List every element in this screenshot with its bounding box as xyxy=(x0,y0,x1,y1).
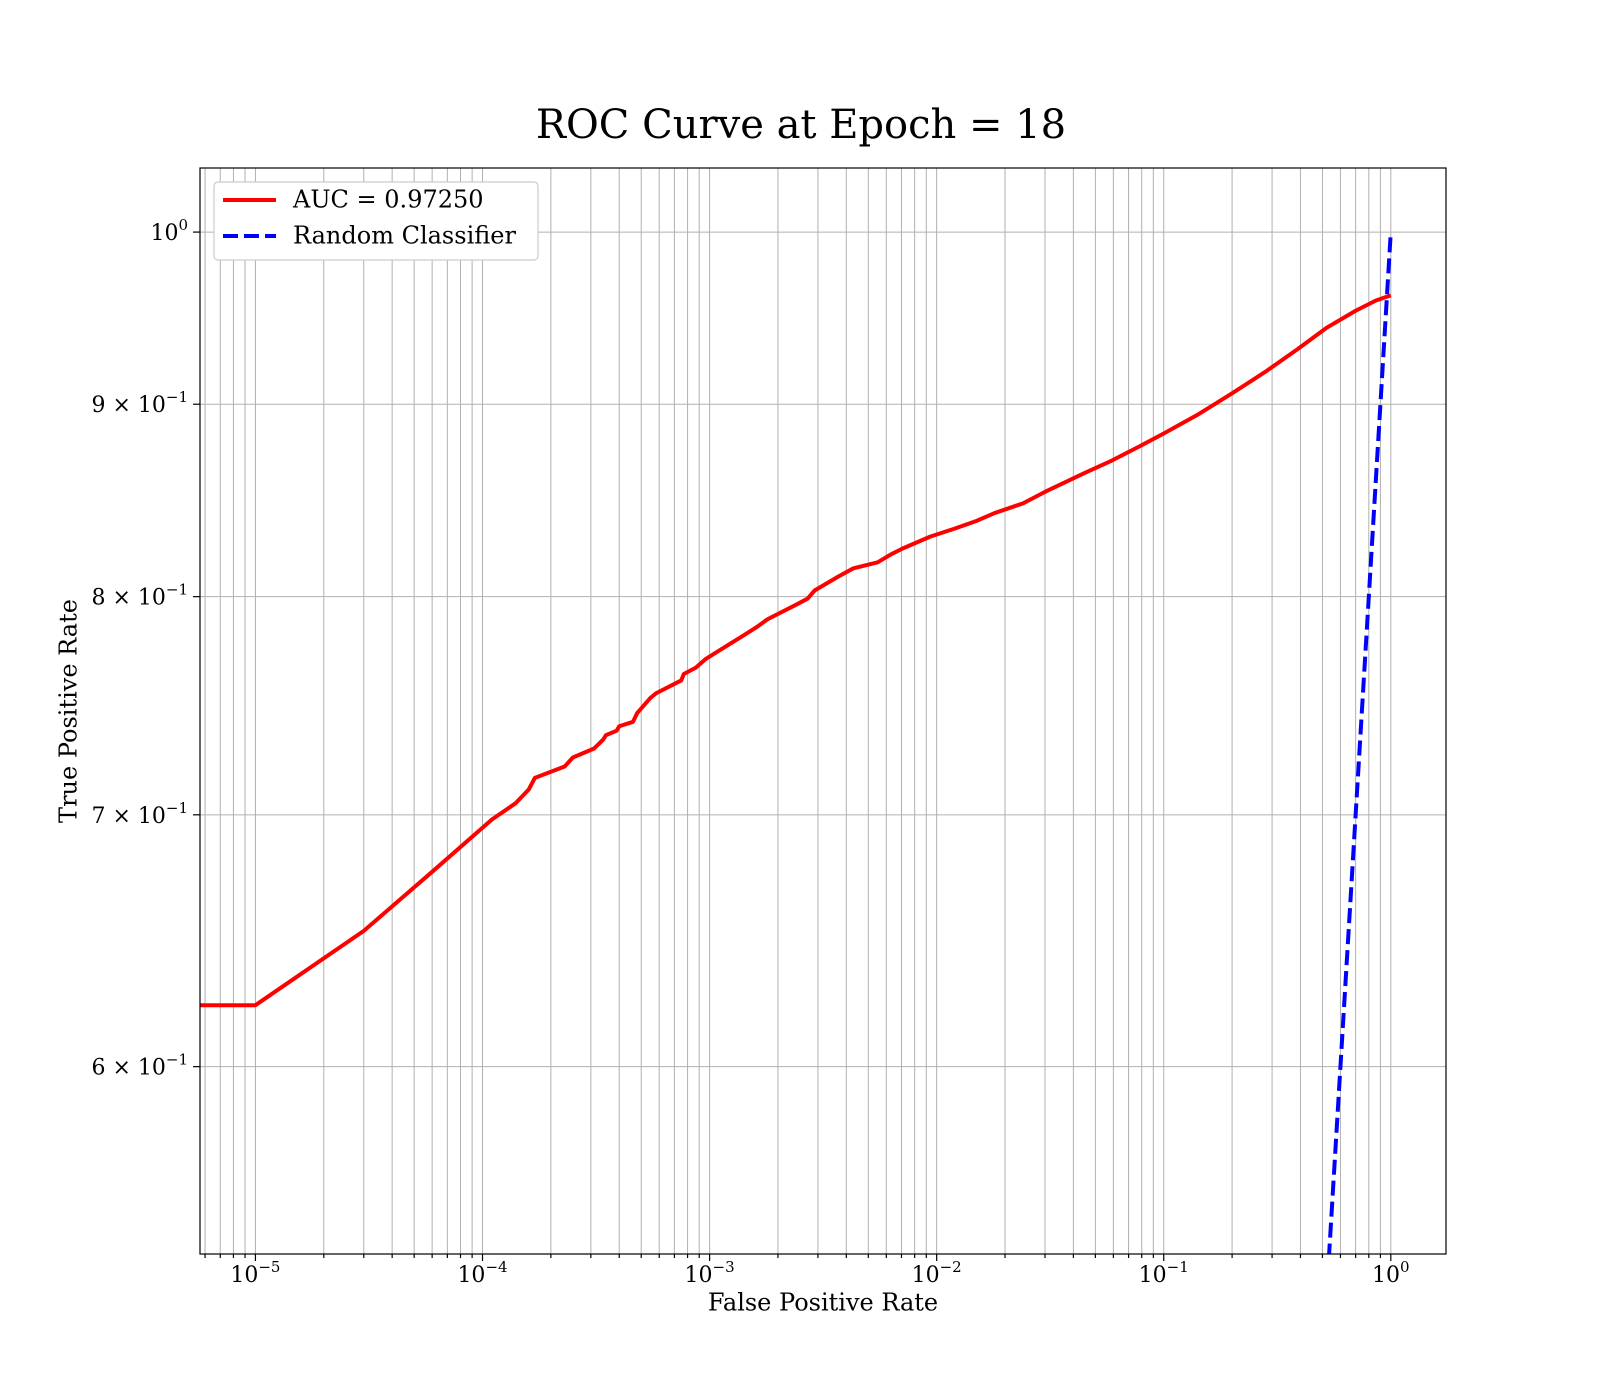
y-axis-label: True Positive Rate xyxy=(55,599,83,823)
y-tick-label: 8 × 10−1 xyxy=(91,581,188,611)
plot-frame xyxy=(199,167,1447,1255)
random-classifier-line xyxy=(1327,231,1393,1254)
legend: AUC = 0.97250 Random Classifier xyxy=(213,181,539,261)
y-tick-label: 9 × 10−1 xyxy=(91,388,188,418)
x-tick-label: 100 xyxy=(1372,1258,1410,1288)
plot-clip xyxy=(200,231,1393,1254)
axis-ticks: 10−5 10−4 10−3 10−2 10−1 100 100 9 × 10−1 8 × 10… xyxy=(91,216,1409,1288)
legend-label-random: Random Classifier xyxy=(293,222,516,250)
series-layer xyxy=(200,231,1393,1254)
x-tick-label: 10−5 xyxy=(230,1258,280,1288)
y-tick-label: 6 × 10−1 xyxy=(91,1051,188,1081)
x-tick-label: 10−4 xyxy=(457,1258,507,1288)
x-tick-label: 10−2 xyxy=(912,1258,962,1288)
x-axis-label: False Positive Rate xyxy=(708,1289,938,1317)
x-tick-label: 10−3 xyxy=(685,1258,735,1288)
legend-box xyxy=(213,181,539,261)
y-tick-label: 7 × 10−1 xyxy=(91,799,188,829)
roc-curve-line xyxy=(200,293,1392,1008)
y-tick-label: 100 xyxy=(150,216,188,246)
grid xyxy=(200,168,1446,1254)
chart-title: ROC Curve at Epoch = 18 xyxy=(536,102,1066,148)
legend-label-auc: AUC = 0.97250 xyxy=(292,186,484,214)
x-tick-label: 10−1 xyxy=(1139,1258,1189,1288)
